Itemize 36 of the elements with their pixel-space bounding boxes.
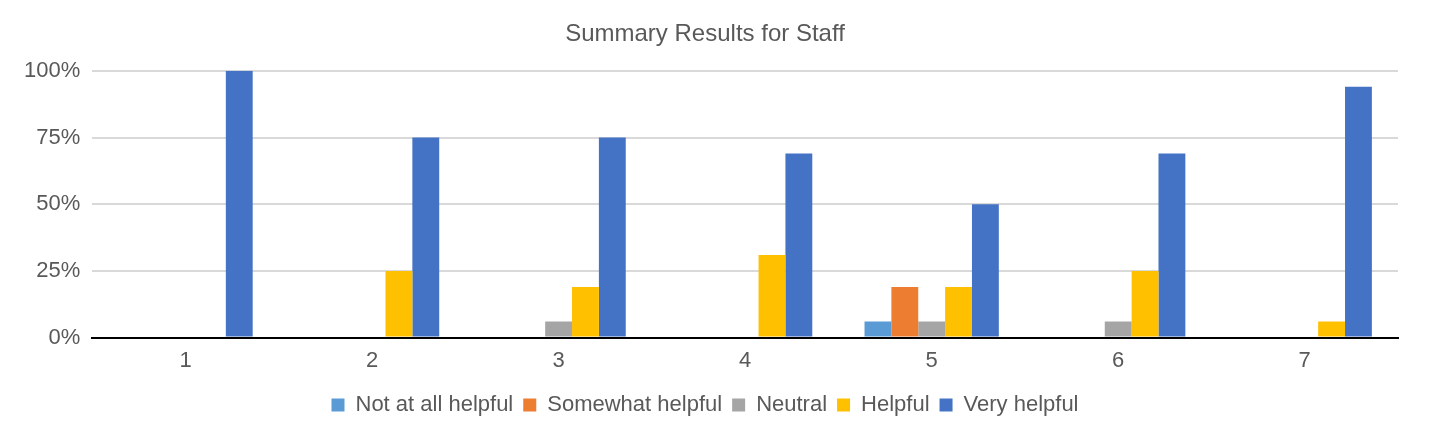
x-tick-label: 5 xyxy=(925,346,938,372)
bar xyxy=(785,153,813,337)
chart-title: Summary Results for Staff xyxy=(565,19,846,47)
x-tick-label: 2 xyxy=(365,346,379,372)
bar xyxy=(412,137,440,337)
y-tick-label: 25% xyxy=(36,256,81,282)
x-tick-label: 6 xyxy=(1112,346,1125,372)
x-tick-label: 4 xyxy=(739,346,752,372)
y-tick-label: 100% xyxy=(23,56,81,82)
bar xyxy=(225,70,253,337)
bar xyxy=(891,286,919,337)
bar xyxy=(758,254,786,337)
bar xyxy=(1131,270,1159,337)
y-tick-label: 75% xyxy=(36,123,81,149)
bar xyxy=(864,321,892,337)
x-tick-label: 1 xyxy=(179,346,192,372)
bar xyxy=(918,321,946,337)
bar xyxy=(1158,153,1186,337)
bar xyxy=(572,286,599,337)
bar xyxy=(971,204,999,337)
bar xyxy=(545,321,573,337)
bar xyxy=(1318,321,1346,337)
legend-label: Not at all helpful xyxy=(355,391,514,417)
bar xyxy=(945,286,972,337)
legend-label: Neutral xyxy=(756,391,828,417)
x-tick-label: 3 xyxy=(552,346,565,372)
legend-label: Somewhat helpful xyxy=(547,391,723,417)
bar xyxy=(1104,321,1132,337)
x-tick-label: 7 xyxy=(1298,346,1311,372)
legend-label: Very helpful xyxy=(963,391,1079,417)
y-tick-label: 50% xyxy=(36,190,81,216)
bar xyxy=(598,137,626,337)
y-tick-label: 0% xyxy=(48,323,81,349)
bar xyxy=(385,270,413,337)
legend-label: Helpful xyxy=(861,391,930,417)
bar xyxy=(1345,86,1372,337)
